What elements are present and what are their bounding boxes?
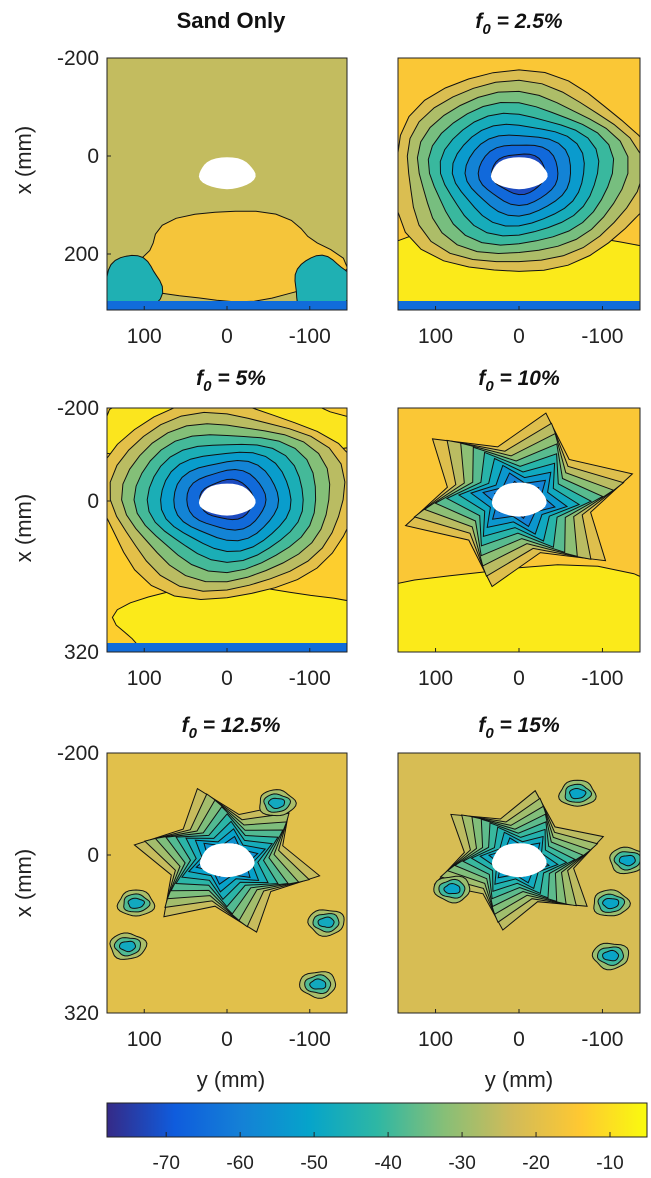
- y-tick-label: 200: [64, 243, 99, 266]
- colorbar: -70 -60 -50 -40 -30 -20 -10: [106, 1102, 648, 1174]
- y-axis-label: x (mm): [11, 126, 36, 194]
- contour-fill: [398, 753, 640, 1013]
- contour-plot: 100 0 -100: [397, 57, 641, 348]
- contour-fill: [398, 408, 640, 652]
- colorbar-tick-label: -60: [226, 1153, 253, 1174]
- x-tick-label: -100: [289, 325, 331, 348]
- panel-title: f0 = 5%: [196, 367, 266, 395]
- panel-title: Sand Only: [177, 8, 287, 33]
- pocket-contour: [602, 898, 620, 910]
- contour-plot: 100 0 -100: [397, 407, 641, 690]
- panel-title: f0 = 12.5%: [182, 714, 281, 742]
- y-tick-label: 0: [87, 490, 99, 513]
- pocket-contour: [267, 797, 286, 809]
- x-tick-label: 100: [418, 1028, 453, 1051]
- x-tick-label: 100: [418, 667, 453, 690]
- contour-fill: [398, 58, 640, 310]
- void-hole: [491, 482, 547, 517]
- void-hole: [198, 483, 256, 516]
- x-tick-label: 100: [127, 1028, 162, 1051]
- x-axis-label: y (mm): [485, 1067, 553, 1092]
- panel-title: f0 = 10%: [478, 367, 560, 395]
- y-tick-label: -200: [57, 47, 99, 70]
- pocket-contour: [317, 916, 335, 928]
- colorbar-tick-label: -10: [596, 1153, 623, 1174]
- x-tick-label: 0: [513, 1028, 525, 1051]
- x-tick-label: 100: [127, 325, 162, 348]
- x-tick-label: 0: [513, 667, 525, 690]
- y-tick-label: -200: [57, 397, 99, 420]
- colorbar-gradient: [106, 1102, 648, 1138]
- contour-fill: [107, 753, 347, 1013]
- pocket-contour: [568, 788, 587, 800]
- panel-title: f0 = 2.5%: [475, 10, 562, 38]
- x-axis-label: y (mm): [197, 1067, 265, 1092]
- pocket-contour: [618, 854, 636, 867]
- void-hole: [198, 157, 256, 190]
- y-axis-label: x (mm): [11, 494, 36, 562]
- pocket-contour: [118, 940, 137, 953]
- panel-sand-only: Sand Only 100 0 -100 -200 0 200 x (mm): [11, 8, 348, 348]
- contour-plot: 100 0 -100: [397, 752, 641, 1051]
- colorbar-tick-label: -50: [300, 1153, 327, 1174]
- void-hole: [491, 843, 547, 878]
- x-tick-label: 100: [127, 667, 162, 690]
- high-band: [398, 564, 640, 652]
- pocket-contour: [309, 978, 327, 990]
- contour-plot: 100 0 -100 -200 0 200: [57, 47, 348, 348]
- x-tick-label: -100: [581, 667, 623, 690]
- colorbar-tick-label: -20: [522, 1153, 549, 1174]
- edge-lobe: [294, 254, 347, 310]
- x-tick-label: 0: [221, 325, 233, 348]
- y-tick-label: 320: [64, 641, 99, 664]
- bottom-low-band: [107, 643, 347, 652]
- pocket-contour: [602, 949, 620, 962]
- x-tick-label: 0: [221, 667, 233, 690]
- bottom-low-band: [107, 301, 347, 310]
- y-tick-label: -200: [57, 742, 99, 765]
- x-tick-label: 0: [221, 1028, 233, 1051]
- pocket-contour: [443, 882, 461, 895]
- x-tick-label: -100: [289, 1028, 331, 1051]
- contour-fill: [107, 58, 347, 310]
- panel-f0-15: f0 = 15% 100 0 -100 y (mm): [397, 714, 641, 1092]
- panel-f0-5: f0 = 5% 100 0 -100 -200 0 320 x (mm): [11, 367, 348, 690]
- x-tick-label: -100: [289, 667, 331, 690]
- panel-f0-2-5: f0 = 2.5% 100 0 -100: [397, 10, 641, 348]
- y-axis-label: x (mm): [11, 849, 36, 917]
- colorbar-tick-label: -70: [152, 1153, 179, 1174]
- bottom-low-band: [398, 301, 640, 310]
- y-tick-label: 0: [87, 844, 99, 867]
- edge-lobe: [107, 254, 164, 310]
- x-tick-label: 0: [513, 325, 525, 348]
- y-tick-label: 320: [64, 1002, 99, 1025]
- void-hole: [199, 843, 255, 878]
- panel-f0-10: f0 = 10% 100 0 -100: [397, 367, 641, 690]
- x-tick-label: -100: [581, 1028, 623, 1051]
- contour-fill: [107, 408, 347, 652]
- pocket-contour: [127, 897, 146, 909]
- panel-f0-12-5: f0 = 12.5% 100 0 -100 -200 0 320 x (mm) y (mm…: [11, 714, 348, 1092]
- contour-plot: 100 0 -100 -200 0 320: [57, 397, 348, 690]
- panel-title: f0 = 15%: [478, 714, 560, 742]
- colorbar-tick-label: -40: [374, 1153, 401, 1174]
- x-tick-label: 100: [418, 325, 453, 348]
- void-hole: [490, 157, 548, 190]
- y-tick-label: 0: [87, 145, 99, 168]
- high-band: [111, 584, 347, 652]
- contour-plot: 100 0 -100 -200 0 320: [57, 742, 348, 1051]
- colorbar-tick-label: -30: [448, 1153, 475, 1174]
- x-tick-label: -100: [581, 325, 623, 348]
